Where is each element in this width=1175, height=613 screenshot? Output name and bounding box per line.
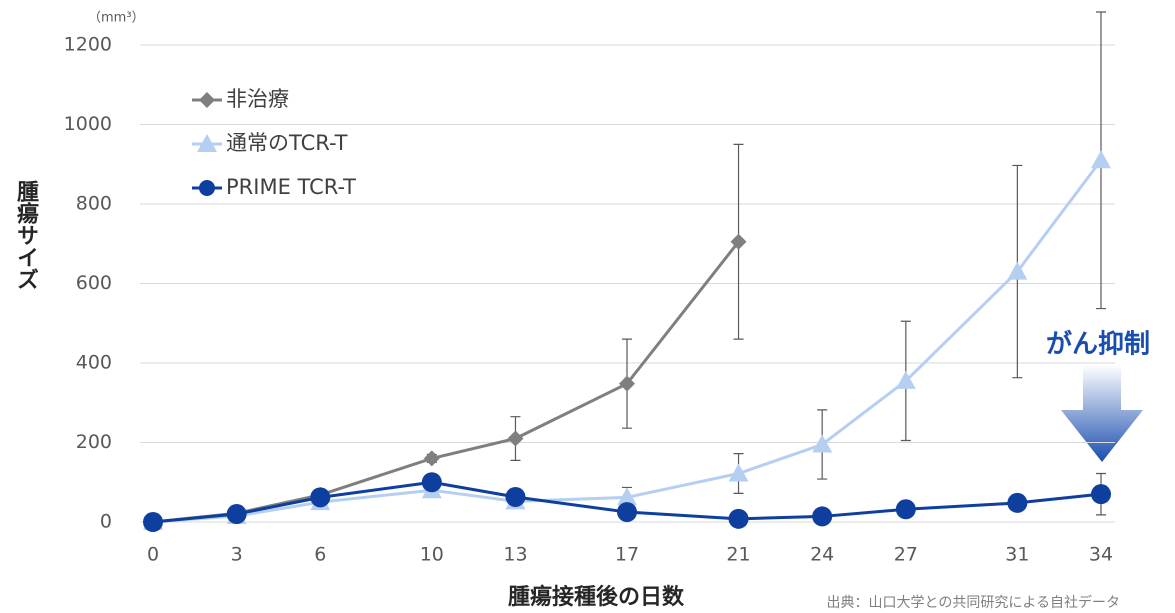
point	[895, 370, 916, 389]
point	[895, 499, 916, 520]
legend-label: PRIME TCR-T	[226, 175, 356, 199]
x-tick-label: 24	[810, 544, 834, 566]
point	[1091, 484, 1111, 505]
y-tick-label: 1000	[64, 113, 112, 135]
point	[310, 487, 331, 508]
y-tick-label: 800	[76, 193, 112, 215]
legend-marker	[199, 180, 215, 196]
y-tick-label: 0	[100, 511, 112, 533]
y-tick-label: 200	[76, 431, 112, 453]
x-tick-label: 17	[615, 544, 639, 566]
legend-label: 通常のTCR-T	[226, 131, 348, 155]
annotation: がん抑制	[1046, 329, 1150, 360]
x-tick-label: 27	[894, 544, 918, 566]
point	[619, 375, 635, 392]
legend-marker	[199, 92, 215, 108]
point	[1007, 261, 1028, 280]
x-tick-label: 3	[231, 544, 243, 566]
y-axis-label: 腫瘍サイズ	[13, 180, 39, 290]
point	[1007, 492, 1028, 513]
point	[423, 450, 440, 467]
point	[730, 233, 747, 250]
arrow	[1061, 365, 1143, 462]
legend-label: 非治療	[226, 87, 289, 111]
x-tick-label: 34	[1089, 544, 1113, 566]
point	[1091, 150, 1111, 169]
point	[505, 486, 526, 507]
point	[507, 430, 524, 447]
legend-marker	[197, 134, 217, 152]
point	[728, 463, 749, 482]
point	[812, 434, 833, 453]
x-tick-label: 13	[503, 544, 527, 566]
point	[226, 504, 247, 525]
point	[617, 487, 637, 506]
y-tick-label: 400	[76, 352, 112, 374]
x-tick-label: 31	[1005, 544, 1029, 566]
source: 出典：山口大学との共同研究による自社データ	[827, 594, 1120, 611]
point	[421, 472, 442, 493]
x-axis-label: 腫瘍接種後の日数	[508, 584, 685, 610]
y-unit: （mm³）	[88, 11, 145, 26]
x-tick-label: 10	[420, 544, 444, 566]
x-tick-label: 6	[314, 544, 326, 566]
point	[812, 506, 833, 527]
y-tick-label: 600	[76, 272, 112, 294]
point	[617, 502, 637, 523]
point	[143, 512, 163, 532]
x-tick-label: 21	[726, 544, 750, 566]
point	[728, 508, 749, 529]
x-tick-label: 0	[147, 544, 159, 566]
y-tick-label: 1200	[64, 34, 112, 56]
